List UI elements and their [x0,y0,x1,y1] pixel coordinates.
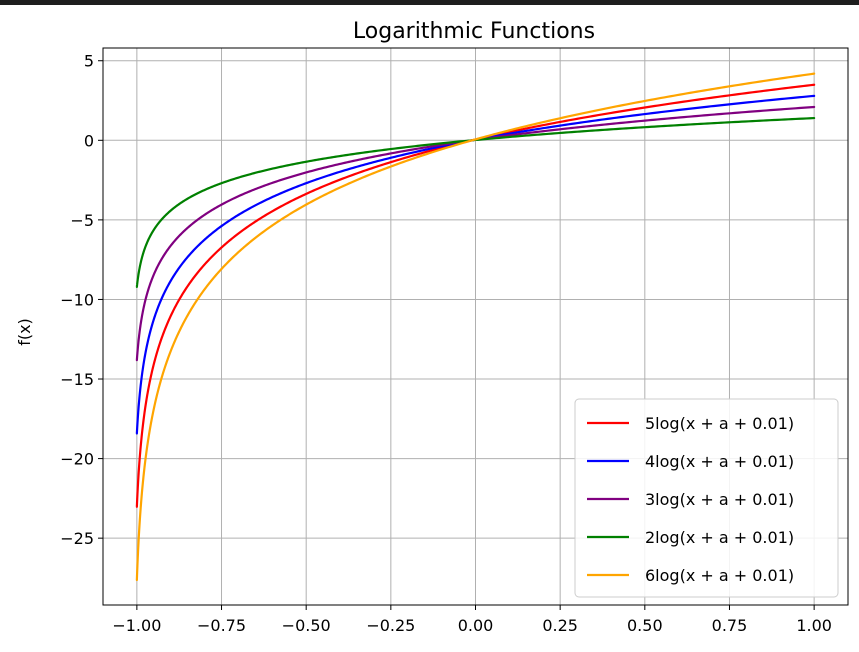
ticks: −1.00 −0.75 −0.50 −0.25 0.00 0.25 0.50 0.75 1.00… [60,52,832,635]
y-tick-label: −25 [60,529,94,548]
y-tick-label: −20 [60,450,94,469]
x-tick-label: −1.00 [112,616,161,635]
legend-label: 6log(x + a + 0.01) [645,566,794,585]
chart-title: Logarithmic Functions [353,19,595,44]
legend-label: 5log(x + a + 0.01) [645,414,794,433]
legend-label: 2log(x + a + 0.01) [645,528,794,547]
series-line [135,72,816,582]
x-tick-label: 0.00 [458,616,494,635]
x-tick-label: −0.75 [197,616,246,635]
series-line [135,94,816,435]
x-tick-label: −0.25 [366,616,415,635]
series-line [135,116,816,288]
legend-label: 3log(x + a + 0.01) [645,490,794,509]
legend-label: 4log(x + a + 0.01) [645,452,794,471]
series-line [135,105,816,362]
x-tick-label: 0.25 [542,616,578,635]
legend-box [574,398,839,598]
x-tick-label: 0.75 [712,616,748,635]
x-tick-label: 1.00 [796,616,832,635]
plot-area [135,72,816,582]
window-top-bar [0,0,859,5]
series-line [135,83,816,508]
y-tick-label: 0 [84,131,94,150]
y-axis-label: f(x) [15,318,34,346]
y-tick-label: −15 [60,370,94,389]
y-tick-label: 5 [84,52,94,71]
x-tick-label: −0.50 [282,616,331,635]
y-tick-label: −5 [70,211,94,230]
legend: 5log(x + a + 0.01) 4log(x + a + 0.01) 3log… [574,398,839,598]
x-tick-label: 0.50 [627,616,663,635]
y-tick-label: −10 [60,290,94,309]
